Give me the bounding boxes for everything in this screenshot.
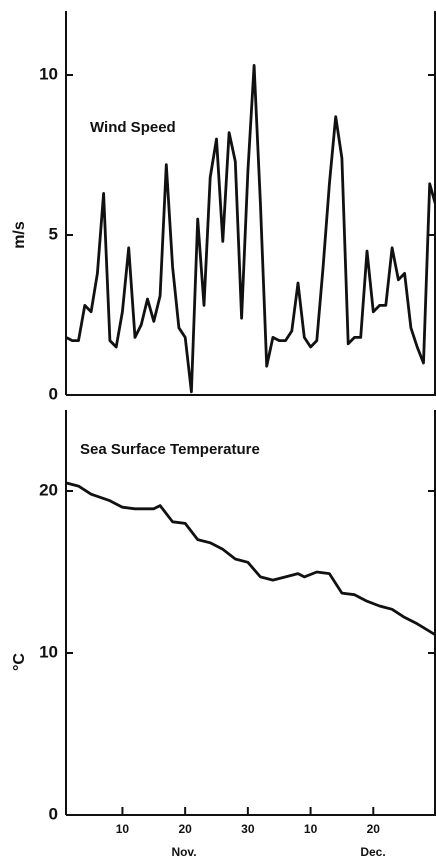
- x-tick-label: 20: [178, 822, 192, 836]
- y-tick-label: 20: [39, 480, 58, 499]
- y-tick-label: 0: [49, 384, 58, 403]
- chart-title: Sea Surface Temperature: [80, 441, 260, 458]
- data-line: [65, 64, 436, 394]
- x-tick-label: 30: [241, 822, 255, 836]
- x-tick-label: 20: [367, 822, 381, 836]
- y-tick-label: 10: [39, 64, 58, 83]
- y-tick-label: 5: [49, 224, 58, 243]
- x-tick-label: 10: [304, 822, 318, 836]
- y-tick-label: 0: [49, 804, 58, 823]
- y-axis-label: °C: [11, 653, 28, 671]
- x-tick-label: 10: [116, 822, 130, 836]
- chart-title: Wind Speed: [90, 119, 176, 136]
- y-axis-label: m/s: [11, 221, 28, 249]
- data-line: [65, 481, 436, 637]
- y-tick-label: 10: [39, 642, 58, 661]
- month-label: Nov.: [171, 845, 196, 859]
- month-label: Dec.: [360, 845, 385, 859]
